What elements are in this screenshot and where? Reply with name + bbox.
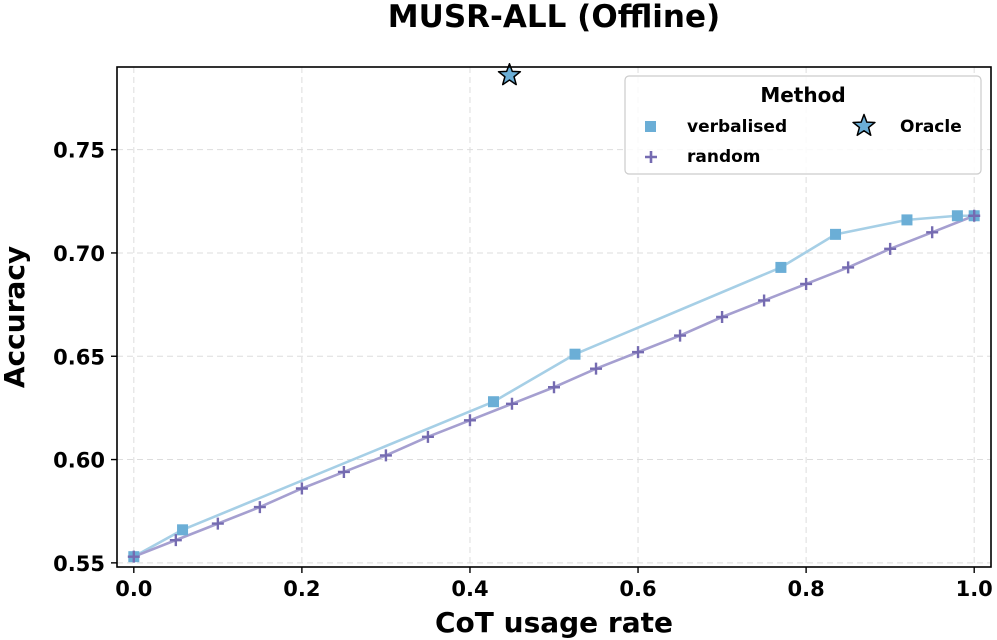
x-tick-label: 0.6 xyxy=(619,577,656,601)
random-point xyxy=(337,465,350,478)
legend-verbalised-marker xyxy=(645,121,656,132)
legend-box xyxy=(624,75,982,175)
random-point xyxy=(968,209,981,222)
random-point xyxy=(211,517,224,530)
verbalised-point xyxy=(569,348,581,360)
random-point xyxy=(127,550,140,563)
verbalised-point xyxy=(830,228,842,240)
plot-frame xyxy=(116,66,992,568)
random-point xyxy=(632,346,645,359)
x-tick-label: 0.2 xyxy=(283,577,320,601)
verbalised-point xyxy=(487,396,499,408)
verbalised-point xyxy=(177,524,189,536)
random-point xyxy=(253,501,266,514)
random-point xyxy=(884,242,897,255)
y-tick-label: 0.55 xyxy=(53,552,105,576)
legend-title: Method xyxy=(760,83,845,107)
legend-verbalised-label: verbalised xyxy=(687,117,787,137)
random-point xyxy=(674,329,687,342)
series-markers xyxy=(127,63,981,563)
random-point xyxy=(379,449,392,462)
x-tick-label: 0.4 xyxy=(451,577,488,601)
x-tick-label: 0.0 xyxy=(115,577,152,601)
x-tick-label: 1.0 xyxy=(956,577,993,601)
verbalised-point xyxy=(901,214,913,226)
random-point xyxy=(716,311,729,323)
verbalised-point xyxy=(775,261,787,273)
chart-title: MUSR-ALL (Offline) xyxy=(388,0,720,35)
x-tick-label: 0.8 xyxy=(788,577,825,601)
legend-oracle-label: Oracle xyxy=(900,117,962,137)
random-point xyxy=(505,397,518,410)
y-tick-label: 0.70 xyxy=(53,242,105,266)
legend-oracle-marker xyxy=(852,113,876,137)
oracle-point xyxy=(497,63,522,86)
y-tick-label: 0.65 xyxy=(53,345,105,369)
random-point xyxy=(295,482,308,495)
legend-star-shape xyxy=(852,113,876,137)
legend-random-marker xyxy=(645,151,657,163)
y-tick-label: 0.60 xyxy=(53,449,105,473)
y-tick-label: 0.75 xyxy=(53,139,105,163)
verbalised-point xyxy=(951,210,963,222)
random-point xyxy=(590,362,603,375)
random-point xyxy=(548,381,560,394)
random-point xyxy=(926,226,939,239)
random-point xyxy=(800,277,813,290)
y-axis-ticks: 0.55 0.60 0.65 0.70 0.75 xyxy=(53,139,117,576)
random-point xyxy=(758,294,771,307)
x-axis-ticks: 0.0 0.2 0.4 0.6 0.8 1.0 xyxy=(115,567,993,601)
random-point xyxy=(169,534,182,547)
legend: Method verbalised random Oracle xyxy=(624,75,982,175)
random-point xyxy=(421,430,434,443)
legend-random-label: random xyxy=(687,147,761,167)
x-axis-label: CoT usage rate xyxy=(435,606,673,639)
random-point xyxy=(463,414,476,427)
random-point xyxy=(842,261,855,274)
y-axis-label: Accuracy xyxy=(0,246,31,388)
